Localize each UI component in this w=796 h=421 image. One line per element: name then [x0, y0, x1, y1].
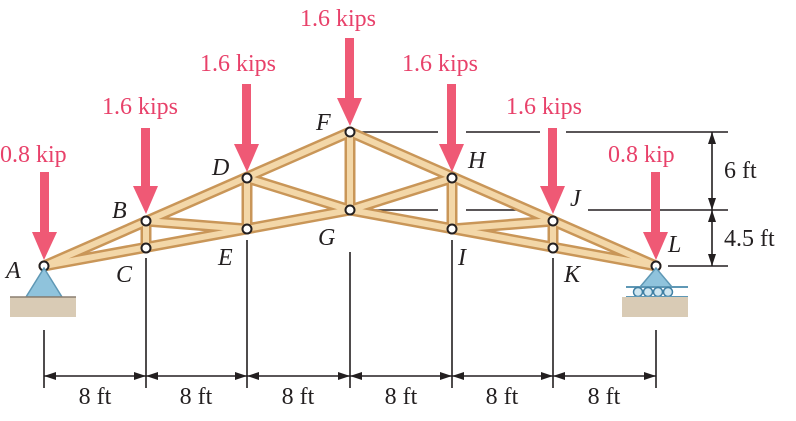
roller-icon	[662, 286, 674, 298]
height-label-1: 6 ft	[724, 158, 757, 184]
load-arrow-b	[133, 128, 158, 214]
pin-support-a	[10, 266, 76, 317]
node-labels: A B C D E F G H I J K L	[4, 110, 681, 288]
node-label-e: E	[217, 245, 233, 271]
span-label-2: 8 ft	[180, 384, 213, 410]
span-label-3: 8 ft	[282, 384, 315, 410]
node-label-d: D	[211, 155, 229, 181]
joint-i	[446, 223, 458, 235]
vertical-dimension: 6 ft 4.5 ft	[708, 132, 775, 266]
joint-e	[241, 223, 253, 235]
node-label-h: H	[467, 148, 487, 174]
load-arrows	[32, 38, 668, 260]
node-label-k: K	[563, 262, 582, 288]
node-label-g: G	[318, 225, 335, 251]
load-label-h: 1.6 kips	[402, 51, 478, 77]
load-label-d: 1.6 kips	[200, 51, 276, 77]
load-label-b: 1.6 kips	[102, 94, 178, 120]
ground-block	[622, 297, 688, 317]
horizontal-dimension	[44, 372, 656, 380]
support-triangle-icon	[638, 266, 674, 288]
span-label-1: 8 ft	[79, 384, 112, 410]
truss-members	[38, 126, 662, 272]
joint-k	[547, 242, 559, 254]
node-label-l: L	[667, 232, 681, 258]
node-label-a: A	[4, 258, 21, 284]
load-label-f: 1.6 kips	[300, 6, 376, 32]
span-labels: 8 ft 8 ft 8 ft 8 ft 8 ft 8 ft	[79, 384, 621, 410]
roller-icon	[632, 286, 644, 298]
load-label-a: 0.8 kip	[0, 142, 67, 168]
truss-joints	[38, 126, 662, 272]
load-arrow-j	[540, 128, 565, 214]
node-label-b: B	[112, 198, 127, 224]
load-arrow-a	[32, 172, 57, 260]
load-arrow-d	[234, 84, 259, 172]
span-label-4: 8 ft	[385, 384, 418, 410]
roller-support-l	[622, 266, 688, 317]
roller-icon	[652, 286, 664, 298]
span-label-5: 8 ft	[486, 384, 519, 410]
load-label-l: 0.8 kip	[608, 142, 675, 168]
load-label-j: 1.6 kips	[506, 94, 582, 120]
joint-g	[344, 204, 356, 216]
roller-icon	[642, 286, 654, 298]
joint-b	[140, 215, 152, 227]
load-arrow-f	[337, 38, 362, 126]
load-arrow-l	[643, 172, 668, 260]
joint-d	[241, 172, 253, 184]
joint-j	[547, 215, 559, 227]
load-labels: 0.8 kip 1.6 kips 1.6 kips 1.6 kips 1.6 k…	[0, 6, 675, 168]
joint-c	[140, 242, 152, 254]
node-label-c: C	[116, 262, 133, 288]
joint-f	[344, 126, 356, 138]
support-triangle-icon	[24, 266, 64, 298]
node-label-f: F	[315, 110, 331, 136]
dimension-extension-lines	[43, 240, 657, 388]
node-label-j: J	[570, 186, 582, 212]
ground-block	[10, 297, 76, 317]
height-label-2: 4.5 ft	[724, 226, 775, 252]
node-label-i: I	[457, 245, 467, 271]
span-label-6: 8 ft	[588, 384, 621, 410]
load-arrow-h	[439, 84, 464, 172]
joint-h	[446, 172, 458, 184]
